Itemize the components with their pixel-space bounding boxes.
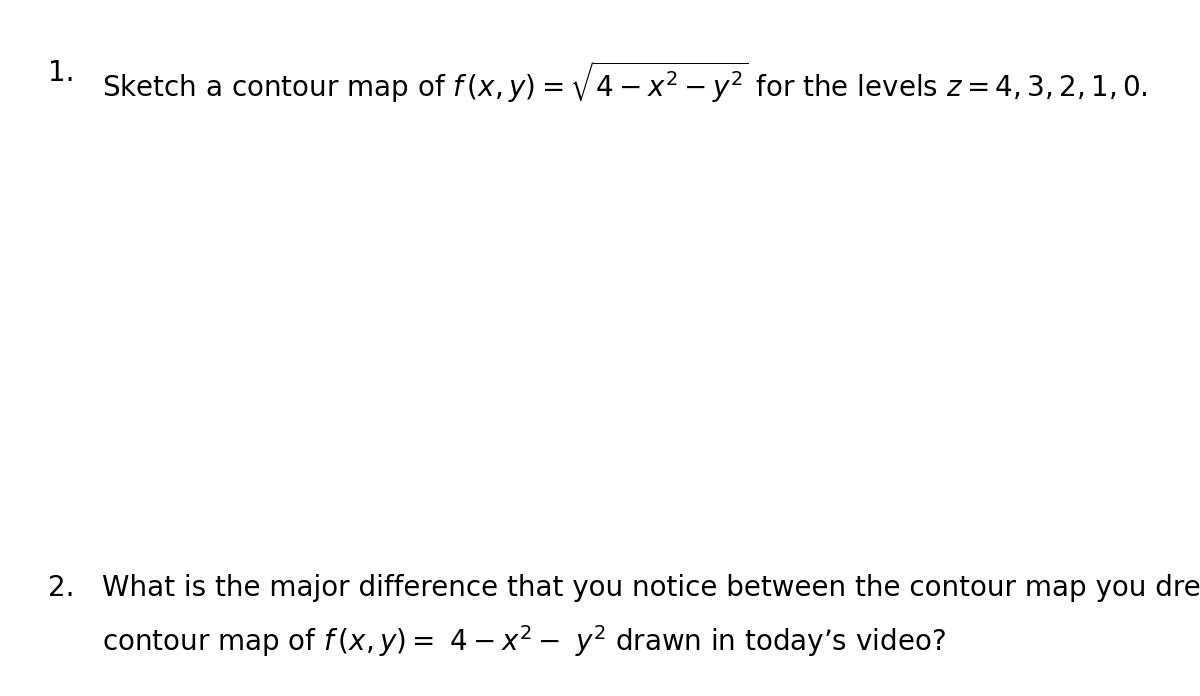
Text: Sketch a contour map of $f\,(x, y) = \sqrt{4 - x^2 - y^2}$ for the levels $z = 4: Sketch a contour map of $f\,(x, y) = \sq…	[102, 59, 1148, 105]
Text: What is the major difference that you notice between the contour map you drew in: What is the major difference that you no…	[102, 574, 1200, 602]
Text: 2.: 2.	[48, 574, 74, 602]
Text: contour map of $f\,(x, y) = \ 4 - x^2 -\ y^2$ drawn in today’s video?: contour map of $f\,(x, y) = \ 4 - x^2 -\…	[102, 623, 946, 659]
Text: 1.: 1.	[48, 59, 74, 87]
